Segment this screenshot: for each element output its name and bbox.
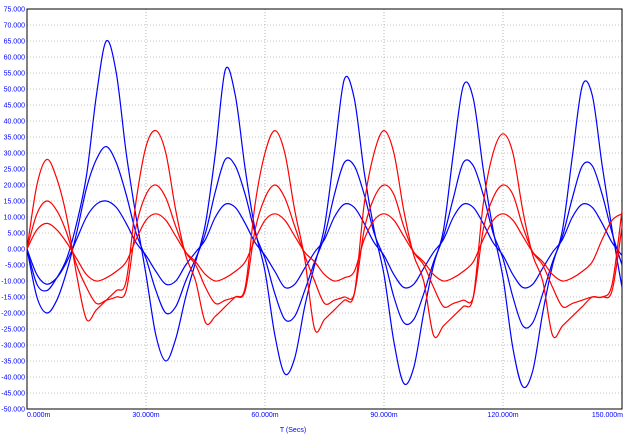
- series-lines: [26, 39, 623, 389]
- x-tick-label: 30.000m: [132, 412, 159, 419]
- y-tick-label: -15.000: [1, 295, 25, 302]
- y-tick-label: 5.000: [7, 231, 25, 238]
- x-axis-label: T (Secs): [280, 427, 306, 434]
- y-tick-label: -10.000: [1, 279, 25, 286]
- y-tick-label: -25.000: [1, 327, 25, 334]
- y-tick-label: 45.000: [4, 103, 26, 110]
- y-tick-label: -40.000: [1, 375, 25, 382]
- x-axis-tick-labels: 0.000m 30.000m 60.000m 90.000m 120.000m 150.0…: [27, 412, 623, 419]
- y-tick-label: 25.000: [4, 167, 26, 174]
- y-tick-label: 35.000: [4, 135, 26, 142]
- series-line-4: [26, 129, 623, 339]
- x-tick-label: 60.000m: [251, 412, 278, 419]
- y-tick-label: 60.000: [4, 55, 26, 62]
- y-tick-label: 65.000: [4, 39, 26, 46]
- series-line-6: [26, 213, 623, 282]
- y-tick-label: 0.000: [7, 247, 25, 254]
- y-tick-label: 75.000: [4, 7, 26, 14]
- y-tick-label: -30.000: [1, 343, 25, 350]
- grid-lines: [26, 8, 623, 410]
- series-line-3: [26, 200, 623, 289]
- y-tick-label: 10.000: [4, 215, 26, 222]
- y-tick-label: 20.000: [4, 183, 26, 190]
- y-tick-label: -35.000: [1, 359, 25, 366]
- y-tick-label: 30.000: [4, 151, 26, 158]
- y-tick-label: 55.000: [4, 71, 26, 78]
- y-tick-label: -45.000: [1, 391, 25, 398]
- x-tick-label: 0.000m: [27, 412, 51, 419]
- series-line-1: [26, 39, 623, 389]
- x-tick-label: 120.000m: [487, 412, 518, 419]
- y-tick-label: 70.000: [4, 23, 26, 30]
- y-tick-label: 50.000: [4, 87, 26, 94]
- plot-frame: [26, 8, 623, 410]
- x-tick-label: 90.000m: [370, 412, 397, 419]
- y-tick-label: -5.000: [5, 263, 25, 270]
- x-tick-label: 150.000m: [592, 412, 623, 419]
- y-tick-label: -50.000: [1, 407, 25, 414]
- series-line-2: [26, 146, 623, 329]
- y-tick-label: 15.000: [4, 199, 26, 206]
- y-tick-label: -20.000: [1, 311, 25, 318]
- series-line-5: [26, 184, 623, 308]
- y-tick-label: 40.000: [4, 119, 26, 126]
- y-axis-tick-labels: 75.000 70.000 65.000 60.000 55.000 50.000 45.0…: [1, 7, 25, 414]
